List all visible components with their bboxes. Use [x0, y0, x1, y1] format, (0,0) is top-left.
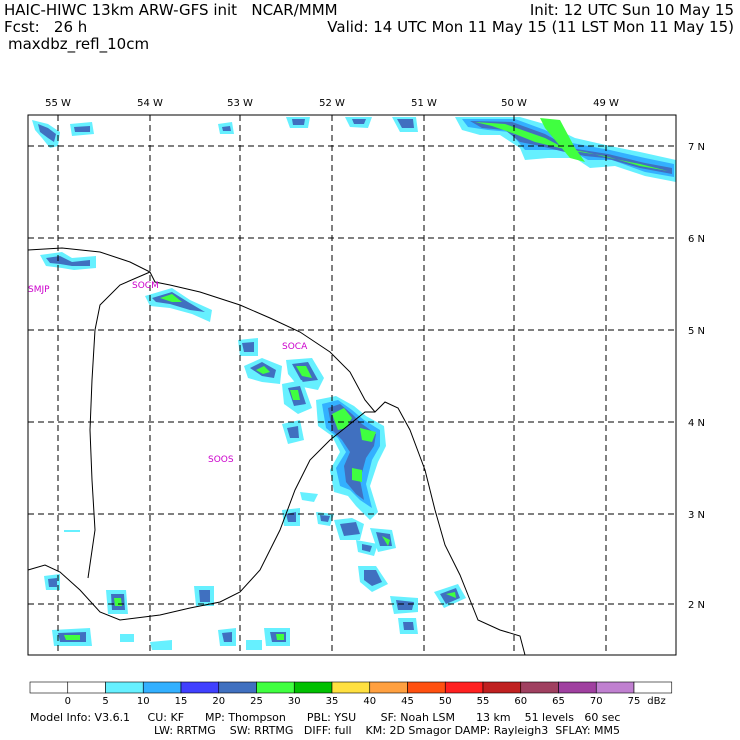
colorbar-tick-label: 60 [514, 696, 527, 707]
colorbar-swatch [407, 681, 446, 694]
colorbar-swatch [444, 681, 484, 694]
colorbar-tick-label: 30 [288, 696, 301, 707]
colorbar-tick-label: 15 [175, 696, 188, 707]
colorbar-tick-label: 70 [590, 696, 603, 707]
colorbar-swatch [180, 681, 220, 694]
colorbar-unit: dBz [647, 696, 665, 707]
colorbar-swatch [369, 681, 408, 694]
lat-label: 7 N [688, 142, 705, 153]
station-soca: SOCA [282, 342, 308, 352]
lat-label: 4 N [688, 418, 705, 429]
colorbar-tick-label: 55 [477, 696, 490, 707]
colorbar-tick-label: 45 [401, 696, 414, 707]
reflectivity-echoes [32, 117, 676, 650]
colorbar: 0 5 10 15 20 25 30 35 40 45 50 55 60 65 70 75 dBz [29, 681, 673, 707]
colorbar-tick-label: 75 [628, 696, 641, 707]
field-name: maxdbz_refl_10cm [8, 35, 150, 53]
station-socm: SOCM [132, 281, 159, 291]
init-time: Init: 12 UTC Sun 10 May 15 [529, 1, 734, 19]
lon-label: 50 W [501, 98, 527, 109]
lat-lon-grid [28, 115, 676, 655]
colorbar-tick-label: 5 [102, 696, 108, 707]
colorbar-swatch [218, 681, 257, 694]
model-info-line2: LW: RRTMG SW: RRTMG DIFF: full KM: 2D Sm… [154, 724, 620, 737]
forecast-hour: Fcst: 26 h [4, 18, 88, 36]
colorbar-tick-label: 0 [65, 696, 71, 707]
model-info-line1: Model Info: V3.6.1 CU: KF MP: Thompson P… [30, 711, 621, 724]
colorbar-tick-label: 40 [363, 696, 376, 707]
lon-label: 49 W [593, 98, 619, 109]
colorbar-tick-label: 35 [326, 696, 339, 707]
lon-label: 53 W [227, 98, 253, 109]
lon-label: 55 W [45, 98, 71, 109]
station-soos: SOOS [208, 455, 234, 465]
colorbar-swatch [520, 681, 559, 694]
station-smjp: SMJP [28, 285, 50, 295]
colorbar-tick-label: 20 [212, 696, 225, 707]
colorbar-tick-label: 25 [250, 696, 263, 707]
lat-label: 5 N [688, 326, 705, 337]
lon-label: 52 W [319, 98, 345, 109]
colorbar-tick-label: 65 [552, 696, 565, 707]
colorbar-swatch [142, 681, 182, 694]
colorbar-swatch [67, 681, 106, 694]
colorbar-swatch [482, 681, 522, 694]
colorbar-tick-label: 10 [137, 696, 150, 707]
colorbar-swatch [595, 681, 635, 694]
colorbar-swatch [29, 681, 69, 694]
valid-time: Valid: 14 UTC Mon 11 May 15 (11 LST Mon … [327, 18, 734, 36]
colorbar-tick-label: 50 [439, 696, 452, 707]
lon-label: 51 W [411, 98, 437, 109]
lat-label: 3 N [688, 510, 705, 521]
lon-label: 54 W [137, 98, 163, 109]
lat-label: 6 N [688, 234, 705, 245]
colorbar-swatch [293, 681, 333, 694]
map-frame [27, 114, 677, 656]
colorbar-swatch [558, 681, 597, 694]
colorbar-swatch [633, 681, 673, 694]
header-title: HAIC-HIWC 13km ARW-GFS init NCAR/MMM [4, 1, 338, 19]
colorbar-swatch [105, 681, 144, 694]
lat-label: 2 N [688, 600, 705, 611]
colorbar-swatch [256, 681, 295, 694]
colorbar-swatch [331, 681, 371, 694]
